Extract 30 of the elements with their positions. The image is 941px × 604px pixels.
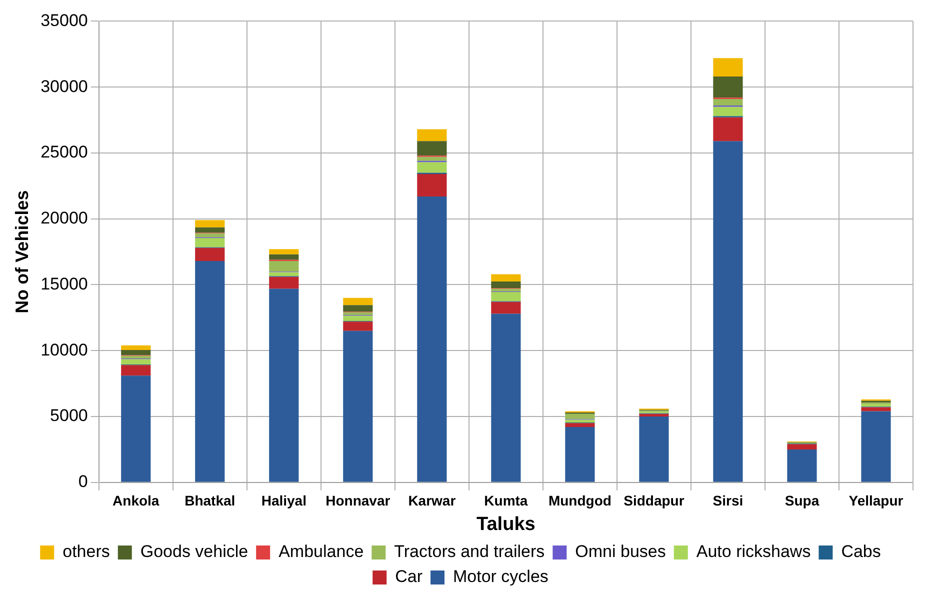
- legend-label: others: [62, 542, 110, 562]
- x-axis-title: Taluks: [476, 514, 536, 535]
- y-tick-label: 15000: [40, 274, 88, 294]
- x-tick-label: Bhatkal: [184, 492, 236, 509]
- legend-label: Motor cycles: [452, 567, 548, 586]
- x-tick-label: Haliyal: [261, 492, 306, 509]
- y-tick-label: 30000: [40, 76, 88, 96]
- legend-label: Cabs: [841, 542, 881, 562]
- x-tick-label: Ankola: [112, 492, 160, 509]
- x-tick-label: Karwar: [408, 492, 456, 509]
- legend-label: Ambulance: [278, 542, 364, 562]
- y-tick-label: 0: [78, 472, 88, 492]
- y-tick-label: 10000: [40, 340, 88, 360]
- x-tick-label: Honnavar: [326, 492, 391, 509]
- x-tick-label: Mundgod: [548, 492, 612, 509]
- y-tick-label: 35000: [40, 10, 88, 30]
- x-tick-label: Siddapur: [624, 492, 685, 509]
- y-tick-label: 5000: [50, 406, 88, 426]
- y-tick-label: 25000: [40, 142, 88, 162]
- x-tick-label: Supa: [784, 492, 820, 509]
- y-tick-label: 20000: [40, 208, 88, 228]
- legend-label: Omni buses: [575, 542, 666, 562]
- legend-label: Car: [395, 567, 423, 586]
- x-tick-label: Yellapur: [848, 492, 904, 509]
- x-tick-label: Kumta: [484, 492, 528, 509]
- legend-label: Tractors and trailers: [394, 542, 545, 562]
- x-tick-label: Sirsi: [712, 492, 744, 509]
- legend-label: Goods vehicle: [140, 542, 248, 562]
- legend-label: Auto rickshaws: [696, 542, 811, 562]
- y-axis-title: No of Vehicles: [12, 190, 32, 314]
